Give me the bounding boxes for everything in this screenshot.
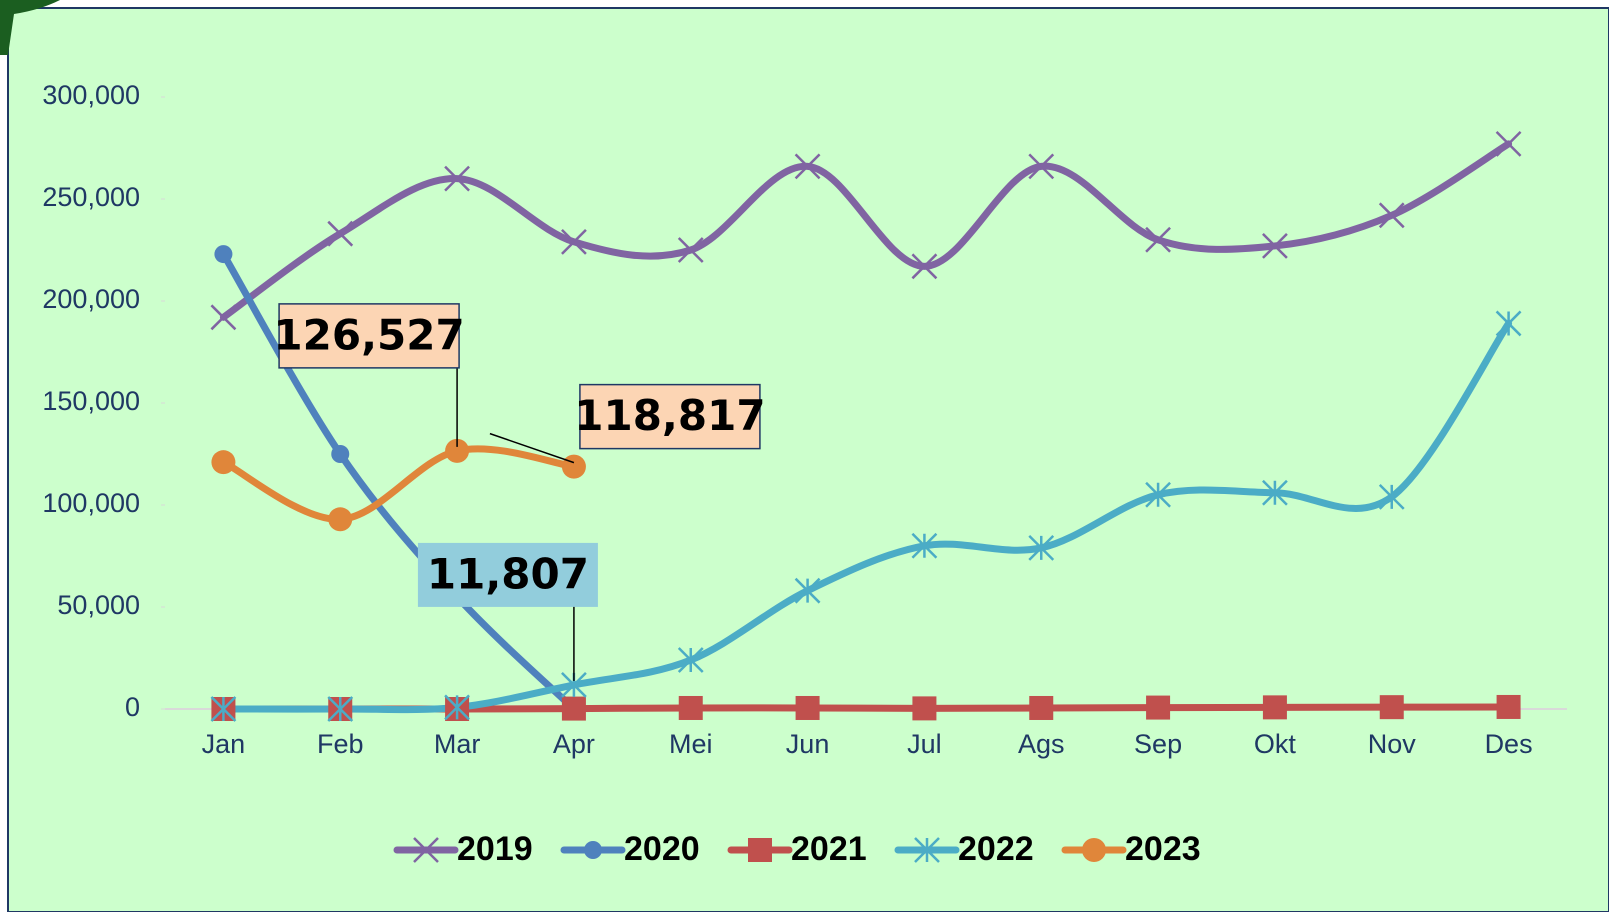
x-tick-label: Feb	[317, 729, 364, 759]
point-marker	[214, 245, 233, 264]
legend-label: 2022	[958, 830, 1034, 868]
point-marker	[1146, 695, 1171, 720]
x-tick-label: Nov	[1368, 729, 1417, 759]
legend-label: 2019	[457, 830, 533, 868]
point-marker	[210, 304, 237, 331]
point-marker	[327, 220, 354, 247]
x-tick-label: Jun	[786, 729, 830, 759]
point-marker	[794, 577, 821, 604]
legend-marker	[748, 838, 772, 862]
point-marker	[327, 696, 354, 722]
point-marker	[210, 696, 237, 722]
legend-label: 2020	[624, 830, 700, 868]
point-marker	[561, 454, 586, 479]
x-tick-label: Mar	[434, 729, 481, 759]
y-tick-label: 150,000	[42, 386, 140, 416]
point-marker	[1378, 202, 1405, 229]
point-marker	[1145, 226, 1171, 253]
series-line	[219, 250, 578, 713]
point-marker	[1262, 695, 1287, 720]
data-label: 126,527	[273, 310, 464, 359]
x-tick-label: Des	[1485, 729, 1533, 759]
point-marker	[1029, 695, 1054, 720]
leader-line	[489, 432, 575, 464]
point-marker	[1262, 233, 1288, 259]
point-marker	[1379, 695, 1404, 720]
point-marker	[677, 237, 704, 263]
point-marker	[1496, 694, 1521, 719]
point-marker	[1495, 131, 1522, 157]
point-marker	[211, 450, 236, 475]
point-marker	[912, 696, 937, 721]
point-marker	[677, 647, 704, 673]
y-tick-label: 100,000	[42, 488, 140, 518]
point-marker	[911, 253, 938, 280]
x-tick-label: Mei	[669, 729, 713, 759]
series-lines	[210, 131, 1522, 722]
data-labels: 11,807 126,527 118,817	[273, 303, 766, 681]
x-tick-label: Ags	[1018, 729, 1065, 759]
data-label-box	[278, 303, 460, 369]
series-line	[219, 445, 578, 523]
y-tick-label: 0	[125, 692, 140, 722]
point-marker	[445, 438, 470, 463]
data-label-box	[417, 542, 598, 607]
data-label: 11,807	[427, 549, 589, 598]
point-marker	[1495, 310, 1522, 337]
legend-label: 2023	[1125, 830, 1201, 868]
point-marker	[1262, 479, 1288, 506]
legend-marker	[584, 841, 602, 859]
data-label-box	[579, 383, 761, 450]
point-marker	[911, 532, 938, 559]
point-marker	[794, 153, 821, 180]
legend-label: 2021	[791, 830, 867, 868]
point-marker	[561, 228, 587, 255]
point-marker	[1378, 483, 1405, 510]
point-marker	[1028, 534, 1055, 561]
chart-frame	[7, 7, 1609, 912]
grid: 0 50,000 100,000 150,000 200,000 250,000 300,0…	[42, 80, 1567, 759]
point-marker	[331, 445, 350, 463]
legend-marker	[914, 837, 940, 863]
series-line	[219, 140, 1513, 321]
legend-marker	[1082, 838, 1106, 862]
x-tick-label: Apr	[553, 729, 595, 759]
point-marker	[444, 165, 470, 192]
y-tick-label: 300,000	[42, 80, 140, 110]
point-marker	[444, 694, 470, 721]
data-label: 118,817	[574, 391, 765, 440]
point-marker	[561, 696, 586, 721]
x-tick-label: Sep	[1134, 729, 1182, 759]
y-tick-label: 50,000	[57, 590, 140, 620]
point-marker	[678, 695, 703, 720]
x-tick-label: Jul	[907, 729, 942, 759]
y-tick-label: 200,000	[42, 284, 140, 314]
legend: 2019 2020 2021 2022 2023	[393, 830, 1201, 868]
legend-marker	[413, 837, 439, 863]
point-marker	[795, 695, 820, 720]
point-marker	[328, 507, 353, 532]
x-tick-label: Jan	[202, 729, 246, 759]
x-tick-label: Okt	[1254, 729, 1297, 759]
logo-fragment	[0, 0, 60, 55]
point-marker	[1028, 153, 1055, 180]
point-marker	[1145, 481, 1171, 508]
y-tick-label: 250,000	[42, 182, 140, 212]
